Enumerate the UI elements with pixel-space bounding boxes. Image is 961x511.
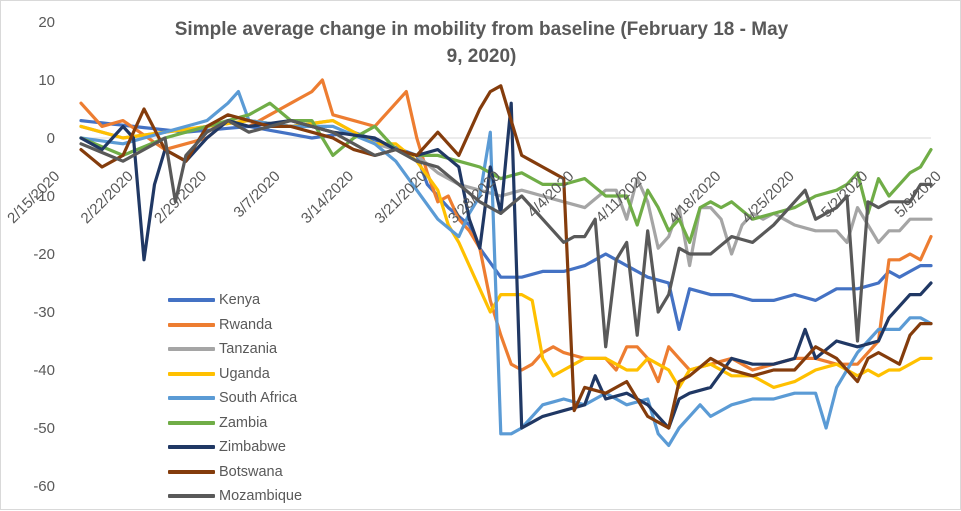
legend-label: Kenya [219,292,261,309]
x-tick-label: 4/11/2020 [593,168,651,226]
x-tick-label: 3/28/2020 [445,168,504,227]
y-tick-label: -30 [33,304,55,321]
y-tick-label: -60 [33,478,55,495]
legend-swatch [168,322,215,327]
legend-item-mozambique: Mozambique [168,484,302,509]
x-tick-label: 3/7/2020 [230,168,283,221]
legend-label: Uganda [219,365,270,382]
x-tick-label: 5/9/2020 [892,168,945,221]
legend-item-tanzania: Tanzania [168,337,302,362]
legend-item-botswana: Botswana [168,460,302,485]
legend-swatch [168,396,215,401]
y-tick-label: -50 [33,420,55,437]
legend-swatch [168,469,215,474]
legend-swatch [168,347,215,352]
y-tick-label: -10 [33,188,55,205]
legend-item-kenya: Kenya [168,288,302,313]
legend: Kenya Rwanda Tanzania Uganda South Africa Zam… [168,288,302,509]
x-tick-label: 2/22/2020 [78,168,137,227]
legend-swatch [168,494,215,499]
series-layer [79,78,933,447]
legend-item-zimbabwe: Zimbabwe [168,435,302,460]
legend-label: Tanzania [219,341,278,358]
legend-label: Zimbabwe [219,439,286,456]
y-tick-label: 10 [38,72,55,89]
legend-swatch [168,420,215,425]
y-tick-label: 0 [47,130,55,147]
series-line-south-africa [79,89,933,447]
legend-swatch [168,298,215,303]
x-tick-label: 3/14/2020 [298,168,357,227]
y-tick-label: -20 [33,246,55,263]
y-tick-label: 20 [38,14,55,31]
legend-item-uganda: Uganda [168,362,302,387]
x-tick-labels: 2/15/2020 2/22/2020 2/29/2020 3/7/2020 3/14/… [4,168,945,227]
y-tick-label: -40 [33,362,55,379]
y-axis: -60 -50 -40 -30 -20 -10 0 10 20 [33,14,55,495]
legend-label: Rwanda [219,316,273,333]
series-line-kenya [79,118,933,331]
series-line-botswana [79,84,933,430]
x-tick-label: 4/18/2020 [665,168,724,227]
legend-label: South Africa [219,390,298,407]
series-line-mozambique [79,118,933,349]
legend-item-south-africa: South Africa [168,386,302,411]
legend-item-rwanda: Rwanda [168,313,302,338]
legend-label: Botswana [219,463,283,480]
legend-label: Zambia [219,414,268,431]
legend-swatch [168,445,215,450]
legend-item-zambia: Zambia [168,411,302,436]
legend-label: Mozambique [219,488,303,505]
legend-swatch [168,371,215,376]
